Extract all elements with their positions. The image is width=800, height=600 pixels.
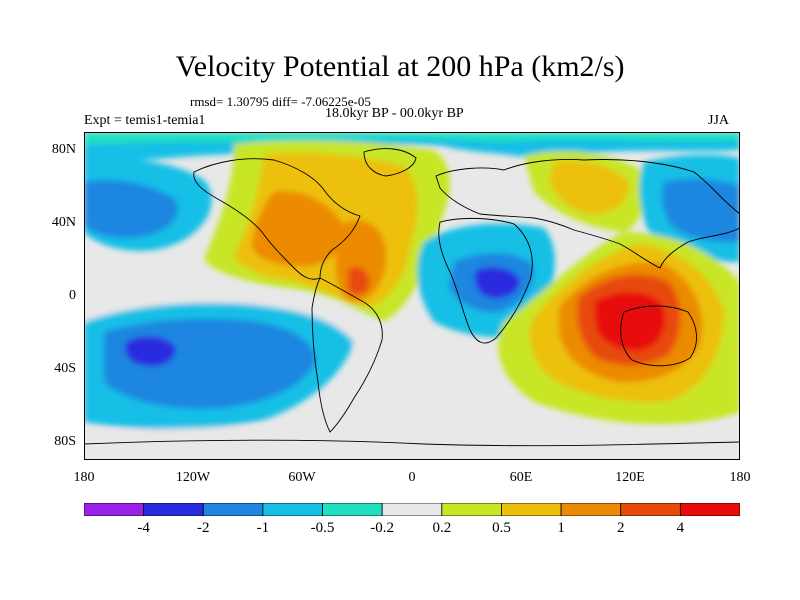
colorbar-box [501, 503, 562, 516]
lat-label-80s: 80S [54, 434, 76, 449]
lon-label-0: 0 [408, 470, 416, 485]
colorbar-box [679, 503, 740, 516]
lat-label-80n: 80N [51, 142, 76, 157]
lon-label-180e: 180 [729, 470, 751, 485]
lat-label-40n: 40N [51, 215, 76, 230]
plot-title: Velocity Potential at 200 hPa (km2/s) [175, 50, 625, 83]
colorbar-tick-label: 1 [557, 520, 565, 536]
lon-label-120w: 120W [175, 470, 211, 485]
coastlines [84, 148, 740, 447]
period-text: 18.0kyr BP - 00.0kyr BP [325, 106, 464, 121]
colorbar-box [262, 503, 323, 516]
statistics-text: rmsd= 1.30795 diff= -7.06225e-05 [190, 94, 371, 109]
colorbar-box [381, 503, 443, 516]
colorbar-box [620, 503, 681, 516]
colorbar-tick-label: 2 [616, 520, 625, 536]
lon-label-60w: 60W [288, 470, 316, 485]
experiment-label: Expt = temis1-temia1 [84, 113, 206, 128]
colorbar-tick-label: -1 [256, 520, 270, 536]
colorbar-tick-label: 0.5 [492, 520, 511, 536]
colorbar-tick-label: 4 [676, 520, 685, 536]
colorbar [84, 503, 740, 516]
lat-label-eq: 0 [69, 288, 76, 303]
lon-label-120e: 120E [615, 470, 645, 485]
colorbar-tick-label: -0.5 [310, 520, 335, 536]
colorbar-box [84, 503, 145, 516]
colorbar-box [441, 503, 502, 516]
lon-label-60e: 60E [509, 470, 533, 485]
colorbar-tick-label: -4 [137, 520, 150, 536]
contour-fill [84, 132, 740, 460]
lon-label-180w: 180 [73, 470, 95, 485]
colorbar-tick-label: -0.2 [370, 520, 395, 536]
contour-map [84, 132, 740, 460]
colorbar-tick-label: 0.2 [432, 520, 452, 536]
colorbar-box [322, 503, 383, 516]
colorbar-box [560, 503, 622, 516]
colorbar-tick-label: -2 [197, 520, 210, 536]
colorbar-box [143, 503, 204, 516]
season-label: JJA [708, 113, 730, 128]
lat-label-40s: 40S [54, 361, 76, 376]
colorbar-box [202, 503, 264, 516]
